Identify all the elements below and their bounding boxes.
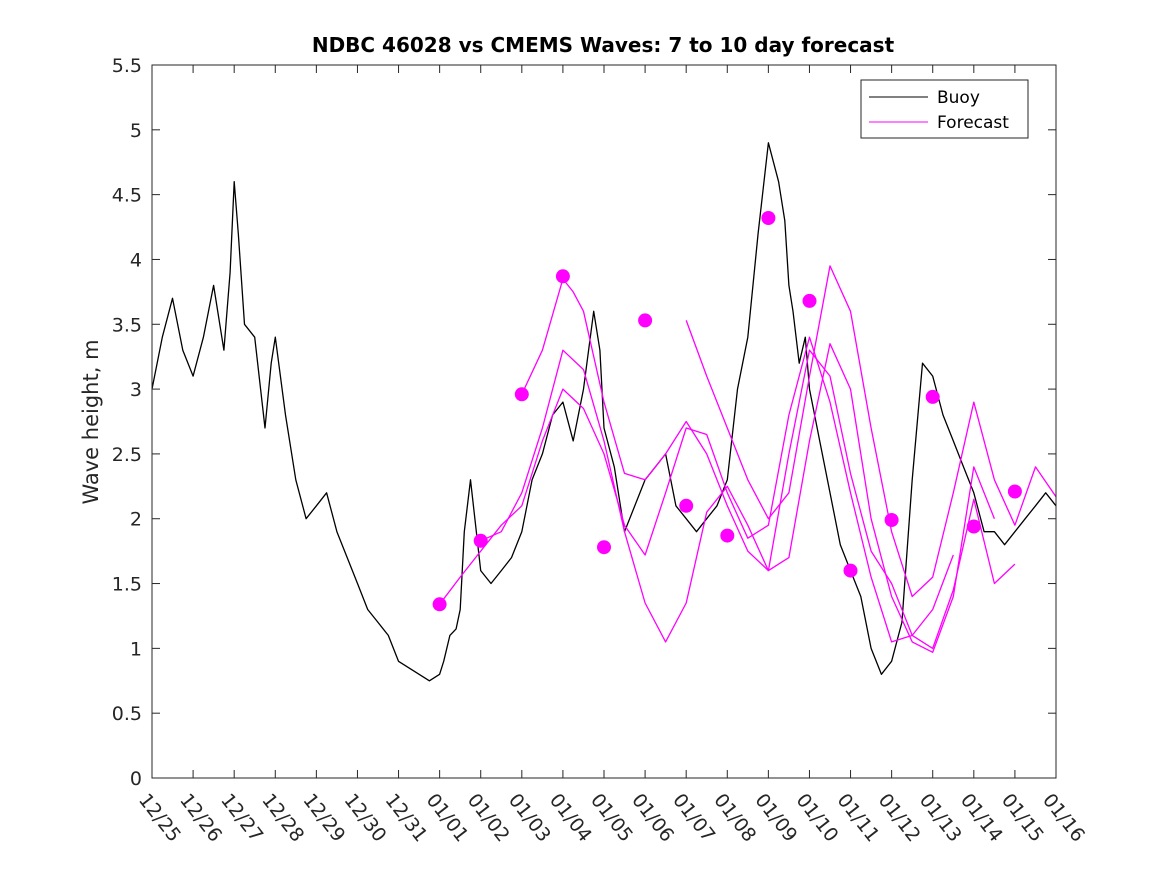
x-tick-label: 01/07: [668, 790, 719, 847]
x-tick-label: 12/27: [216, 790, 267, 847]
legend-forecast-label: Forecast: [937, 113, 1009, 133]
y-tick-label: 4: [130, 249, 142, 271]
x-tick-label: 12/29: [298, 790, 349, 847]
series-forecast-line: [480, 343, 996, 653]
forecast-start-marker: [1007, 484, 1022, 499]
x-tick-label: 12/26: [175, 790, 226, 847]
forecast-start-marker: [802, 293, 817, 308]
series-forecast-line: [685, 265, 1057, 598]
x-tick-label: 01/15: [997, 790, 1048, 847]
chart-title: NDBC 46028 vs CMEMS Waves: 7 to 10 day f…: [312, 33, 895, 57]
forecast-start-marker: [884, 513, 899, 527]
forecast-start-marker: [638, 313, 653, 328]
y-tick-label: 2.5: [112, 444, 142, 466]
y-tick-label: 1: [130, 638, 142, 660]
x-tick-label: 01/11: [833, 790, 884, 847]
x-tick-label: 12/31: [381, 790, 432, 847]
x-tick-label: 01/09: [750, 790, 801, 847]
y-tick-label: 2: [130, 509, 142, 531]
legend-buoy-label: Buoy: [937, 88, 980, 108]
x-tick-label: 01/06: [627, 790, 678, 847]
y-tick-label: 1.5: [112, 574, 142, 596]
forecast-start-marker: [432, 597, 447, 612]
series-forecast-line: [439, 336, 954, 643]
x-tick-label: 01/16: [1038, 790, 1089, 847]
x-tick-label: 01/13: [915, 790, 966, 847]
forecast-start-marker: [514, 387, 529, 402]
forecast-markers: [432, 211, 1022, 612]
x-tick-label: 01/05: [586, 790, 637, 847]
x-tick-label: 01/03: [504, 790, 555, 847]
x-tick-label: 01/12: [874, 790, 925, 847]
forecast-start-marker: [597, 540, 611, 555]
y-axis-label: Wave height, m: [79, 339, 103, 504]
x-tick-label: 01/04: [545, 790, 596, 847]
legend-box: [860, 79, 1029, 139]
forecast-start-marker: [925, 389, 940, 404]
forecast-start-marker: [843, 563, 858, 578]
x-tick-label: 01/02: [463, 790, 514, 847]
x-tick-label: 01/01: [422, 790, 473, 847]
forecast-start-marker: [761, 211, 776, 225]
forecast-start-marker: [555, 269, 570, 284]
y-tick-label: 3: [130, 379, 142, 401]
forecast-start-marker: [966, 519, 981, 534]
x-tick-label: 01/10: [792, 790, 843, 847]
legend: Buoy Forecast: [860, 79, 1029, 139]
forecast-start-marker: [473, 533, 488, 548]
x-tick-label: 01/14: [956, 790, 1007, 847]
y-tick-label: 5.5: [112, 55, 142, 77]
x-tick-label: 12/28: [257, 790, 308, 847]
x-tick-label: 12/25: [134, 790, 185, 847]
y-tick-label: 0.5: [112, 703, 142, 725]
y-tick-label: 4.5: [112, 185, 142, 207]
x-tick-label: 01/08: [709, 790, 760, 847]
y-axis: 0 0.5 1 1.5 2 2.5 3 3.5 4 4.5 5 5.5: [112, 55, 1056, 790]
series-buoy-line: [151, 142, 1057, 682]
series-forecast-line: [521, 278, 1016, 650]
series-layer: [151, 142, 1057, 682]
x-tick-label: 12/30: [340, 790, 391, 847]
y-tick-label: 5: [130, 120, 142, 142]
y-tick-label: 0: [130, 768, 142, 790]
y-tick-label: 3.5: [112, 314, 142, 336]
forecast-start-marker: [720, 528, 735, 543]
forecast-start-marker: [679, 498, 694, 513]
